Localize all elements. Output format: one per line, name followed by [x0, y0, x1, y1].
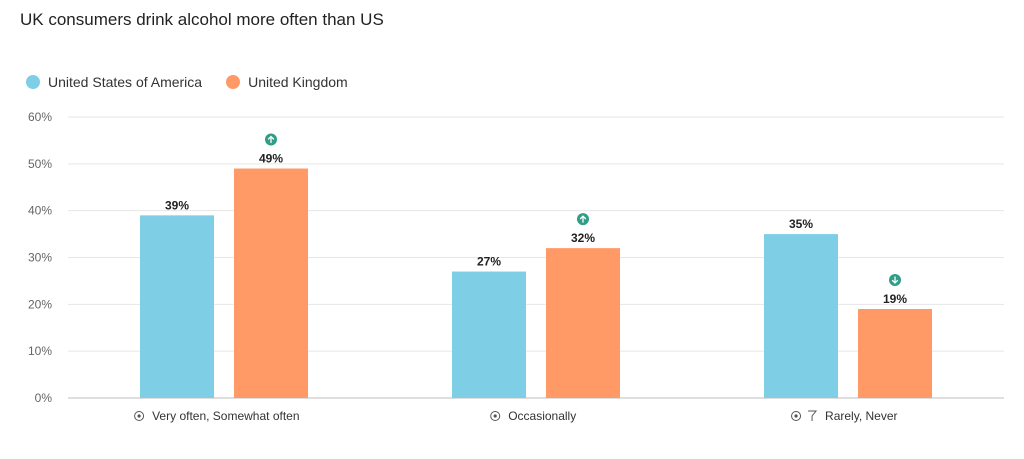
y-tick-label: 50% — [28, 157, 52, 171]
target-icon-dot — [794, 414, 798, 418]
legend-swatch-uk — [226, 75, 241, 89]
chart-title: UK consumers drink alcohol more often th… — [20, 10, 384, 29]
bar — [452, 271, 526, 398]
bar — [546, 248, 620, 398]
target-icon-dot — [493, 414, 497, 418]
target-icon — [791, 411, 802, 421]
data-label: 27% — [477, 255, 501, 269]
data-label: 35% — [789, 217, 813, 231]
x-category-label: Occasionally — [508, 409, 576, 423]
data-label: 32% — [571, 231, 595, 245]
legend: United States of America United Kingdom — [26, 74, 348, 90]
y-tick-label: 60% — [28, 110, 52, 124]
target-icon — [134, 411, 145, 421]
target-icon — [490, 411, 501, 421]
y-tick-label: 0% — [35, 391, 53, 405]
bar — [234, 168, 308, 398]
data-label: 39% — [165, 198, 189, 212]
arrow-glyph — [891, 276, 899, 284]
bar — [858, 309, 932, 398]
y-tick-label: 40% — [28, 204, 52, 218]
bar — [140, 215, 214, 398]
data-label: 49% — [259, 152, 283, 166]
bar — [764, 234, 838, 398]
legend-item-usa[interactable]: United States of America — [26, 74, 202, 90]
y-tick-label: 30% — [28, 251, 52, 265]
legend-item-uk[interactable]: United Kingdom — [226, 74, 348, 90]
data-label: 19% — [883, 292, 907, 306]
target-icon-dot — [137, 414, 141, 418]
y-tick-label: 20% — [28, 297, 52, 311]
filter-icon — [808, 410, 818, 421]
legend-label-usa: United States of America — [48, 74, 203, 90]
arrow-glyph — [579, 215, 587, 223]
x-category-label: Very often, Somewhat often — [152, 409, 299, 423]
x-category-label: Rarely, Never — [825, 409, 897, 423]
y-tick-label: 10% — [28, 344, 52, 358]
legend-swatch-usa — [26, 75, 40, 89]
arrow-glyph — [267, 135, 275, 144]
legend-label-uk: United Kingdom — [248, 74, 348, 90]
